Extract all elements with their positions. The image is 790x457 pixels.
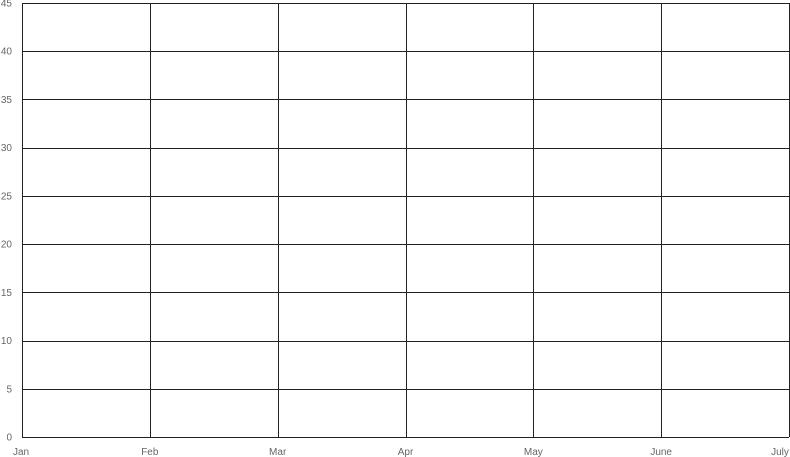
x-tick-label: Jan (13, 447, 29, 457)
y-tick-label: 0 (6, 433, 12, 444)
x-axis-tick-labels: Jan Feb Mar Apr May June July (13, 447, 789, 457)
y-tick-label: 10 (1, 336, 13, 347)
x-tick-label: Apr (398, 447, 414, 457)
y-tick-label: 25 (1, 191, 13, 202)
y-tick-label: 30 (1, 143, 13, 154)
x-tick-label: Mar (269, 447, 287, 457)
y-tick-label: 5 (6, 384, 12, 395)
x-tick-label: Feb (141, 447, 159, 457)
grid-layer (22, 3, 790, 438)
x-tick-label: July (771, 447, 789, 457)
y-tick-label: 35 (1, 95, 13, 106)
y-tick-label: 20 (1, 240, 13, 251)
y-tick-label: 40 (1, 47, 13, 58)
x-tick-label: June (650, 447, 672, 457)
y-tick-label: 45 (1, 0, 13, 10)
x-tick-label: May (524, 447, 543, 457)
y-tick-label: 15 (1, 288, 13, 299)
y-axis-tick-labels: 0 5 10 15 20 25 30 35 40 45 (1, 0, 13, 444)
